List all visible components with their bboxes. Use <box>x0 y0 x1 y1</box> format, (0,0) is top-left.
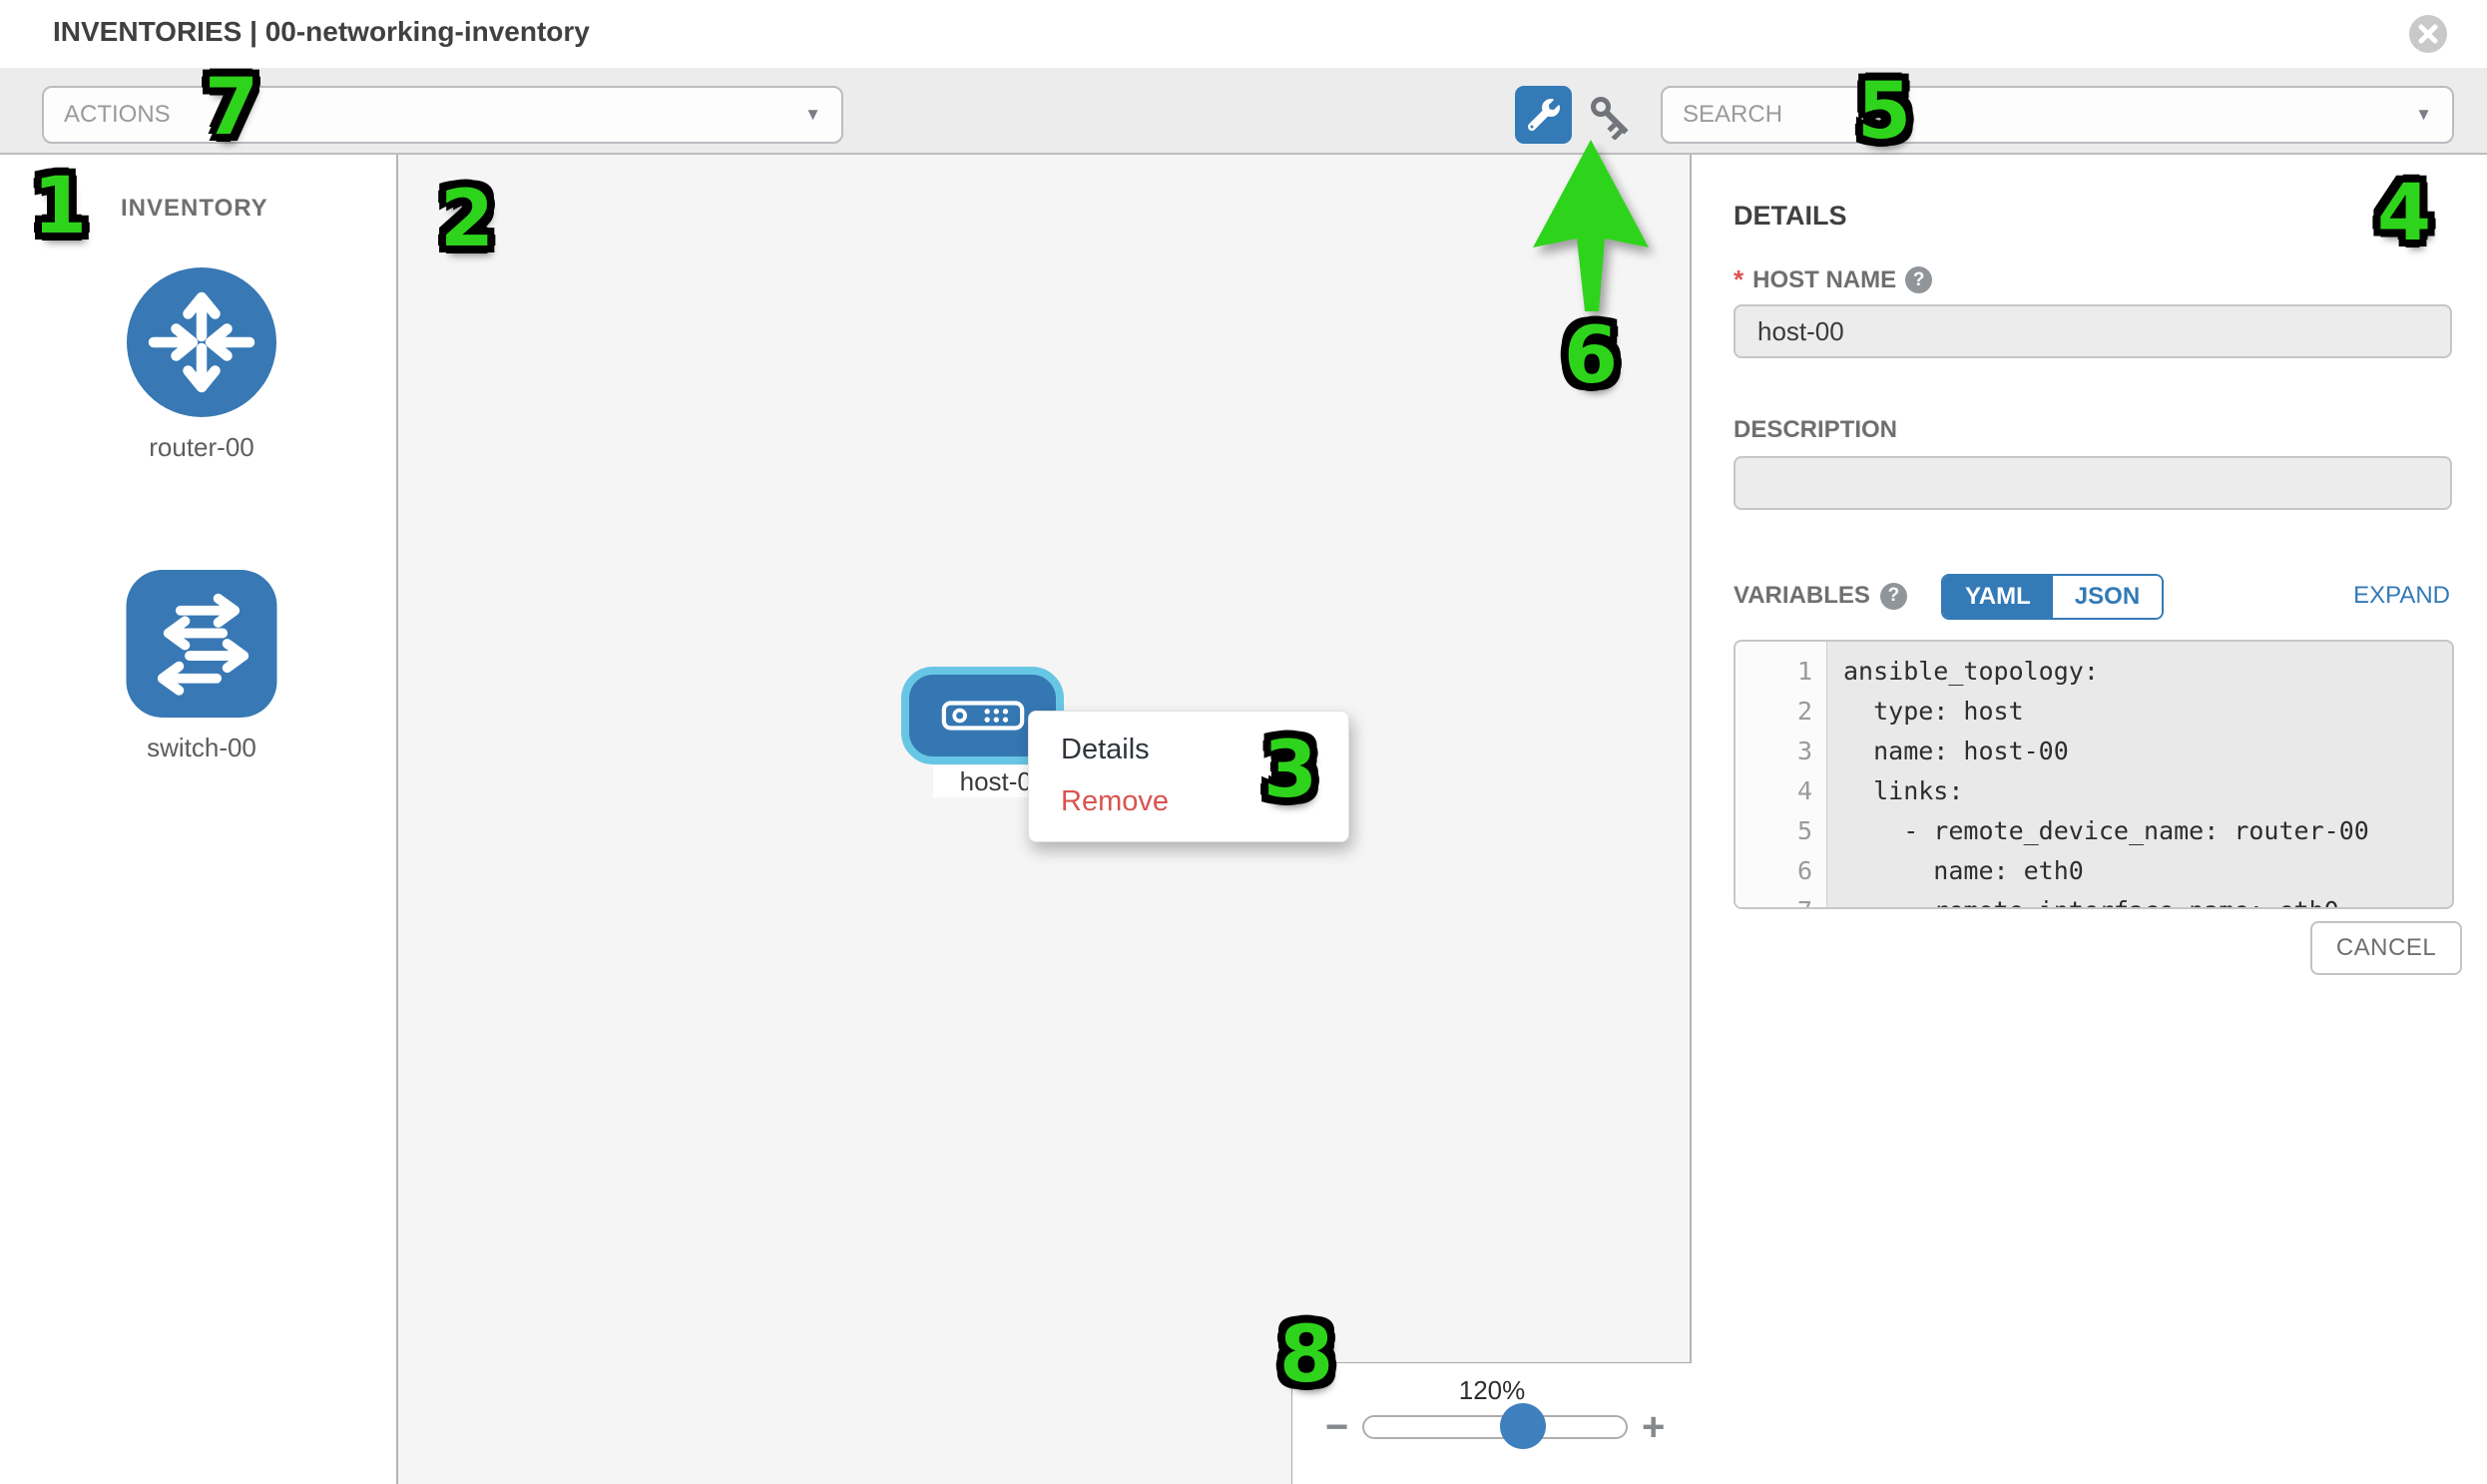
switch-icon <box>126 570 277 718</box>
tab-yaml[interactable]: YAML <box>1943 576 2053 618</box>
context-menu-item-remove[interactable]: Remove <box>1061 785 1169 817</box>
actions-dropdown[interactable]: ▼ <box>42 86 843 144</box>
line-text: - remote_device_name: router-00 <box>1843 816 2369 845</box>
chevron-down-icon: ▼ <box>2415 105 2432 124</box>
line-text: name: host-00 <box>1843 737 2069 765</box>
cancel-button[interactable]: CANCEL <box>2310 921 2462 975</box>
line-number: 5 <box>1736 811 1827 851</box>
palette-item-label: switch-00 <box>147 733 256 762</box>
palette-item-switch[interactable]: switch-00 <box>126 570 277 763</box>
toolbar: ▼ ▼ <box>0 68 2487 155</box>
line-number: 2 <box>1736 692 1827 732</box>
host-icon <box>941 701 1024 731</box>
required-asterisk: * <box>1734 264 1744 294</box>
topology-canvas[interactable]: host-00 Details Remove 120% − + <box>398 155 1692 1484</box>
key-icon <box>1591 97 1629 140</box>
variables-label-group: VARIABLES ? <box>1734 582 1907 610</box>
line-text: links: <box>1843 776 1964 805</box>
description-label: DESCRIPTION <box>1734 416 1898 443</box>
code-line: 4 links: <box>1736 771 2452 811</box>
code-line: 6 name: eth0 <box>1736 851 2452 891</box>
help-icon[interactable]: ? <box>1879 582 1907 610</box>
line-text: remote_interface_name: eth0 <box>1827 891 2338 907</box>
zoom-in-button[interactable]: + <box>1642 1405 1666 1449</box>
line-text: name: eth0 <box>1843 856 2084 885</box>
line-text: ansible_topology: <box>1843 657 2099 686</box>
line-number: 4 <box>1736 771 1827 811</box>
page-title: INVENTORIES | 00-networking-inventory <box>53 16 590 47</box>
tab-json[interactable]: JSON <box>2052 576 2163 618</box>
code-lines: 1 ansible_topology: 2 type: host 3 name:… <box>1736 642 2452 907</box>
line-number: 6 <box>1736 851 1827 891</box>
credentials-key-button[interactable] <box>1587 94 1637 140</box>
configure-tools-button[interactable] <box>1515 86 1572 144</box>
line-text: type: host <box>1843 697 2024 726</box>
variables-header-row: VARIABLES ? YAML JSON EXPAND <box>1734 574 2452 622</box>
line-number: 1 <box>1736 652 1827 692</box>
router-icon <box>127 267 276 417</box>
code-line: 3 name: host-00 <box>1736 732 2452 771</box>
close-button[interactable] <box>2409 15 2447 53</box>
sidebar-title: INVENTORY <box>121 195 268 222</box>
host-name-field[interactable] <box>1734 304 2452 358</box>
actions-dropdown-input[interactable] <box>44 101 805 129</box>
zoom-level-value: 120% <box>1458 1375 1526 1405</box>
code-line: 5 - remote_device_name: router-00 <box>1736 811 2452 851</box>
wrench-icon <box>1527 99 1560 131</box>
palette-item-router[interactable]: router-00 <box>126 267 277 463</box>
inventory-palette-sidebar: INVENTORY router-00 <box>0 155 398 1484</box>
code-line: 2 type: host <box>1736 692 2452 732</box>
details-panel: DETAILS * HOST NAME ? DESCRIPTION VARIAB… <box>1694 155 2487 1484</box>
variables-code-editor[interactable]: 1 ansible_topology: 2 type: host 3 name:… <box>1734 640 2454 909</box>
line-number: 7 <box>1736 891 1827 907</box>
zoom-slider-track[interactable] <box>1362 1415 1628 1439</box>
node-context-menu: Details Remove <box>1028 711 1349 842</box>
context-menu-item-details[interactable]: Details <box>1061 734 1150 765</box>
zoom-slider-handle[interactable] <box>1500 1403 1546 1449</box>
palette-item-label: router-00 <box>149 432 254 462</box>
close-icon <box>2418 24 2438 44</box>
expand-link[interactable]: EXPAND <box>2353 582 2450 609</box>
description-field[interactable] <box>1734 456 2452 510</box>
chevron-down-icon: ▼ <box>804 105 821 124</box>
code-line: 7 remote_interface_name: eth0 <box>1736 891 2452 907</box>
variables-label: VARIABLES <box>1734 582 1870 609</box>
host-name-label: HOST NAME <box>1752 265 1897 293</box>
zoom-control: 120% − + <box>1291 1362 1692 1484</box>
details-panel-title: DETAILS <box>1734 201 1847 231</box>
help-icon[interactable]: ? <box>1905 266 1933 293</box>
description-label-row: DESCRIPTION <box>1734 416 1897 444</box>
code-line: 1 ansible_topology: <box>1736 652 2452 692</box>
header: INVENTORIES | 00-networking-inventory <box>0 0 2487 68</box>
variables-format-toggle: YAML JSON <box>1941 574 2165 620</box>
line-number: 3 <box>1736 732 1827 771</box>
search-input[interactable] <box>1663 101 2416 129</box>
search-dropdown[interactable]: ▼ <box>1661 86 2454 144</box>
host-name-label-row: * HOST NAME ? <box>1734 264 1933 295</box>
zoom-out-button[interactable]: − <box>1325 1405 1349 1449</box>
